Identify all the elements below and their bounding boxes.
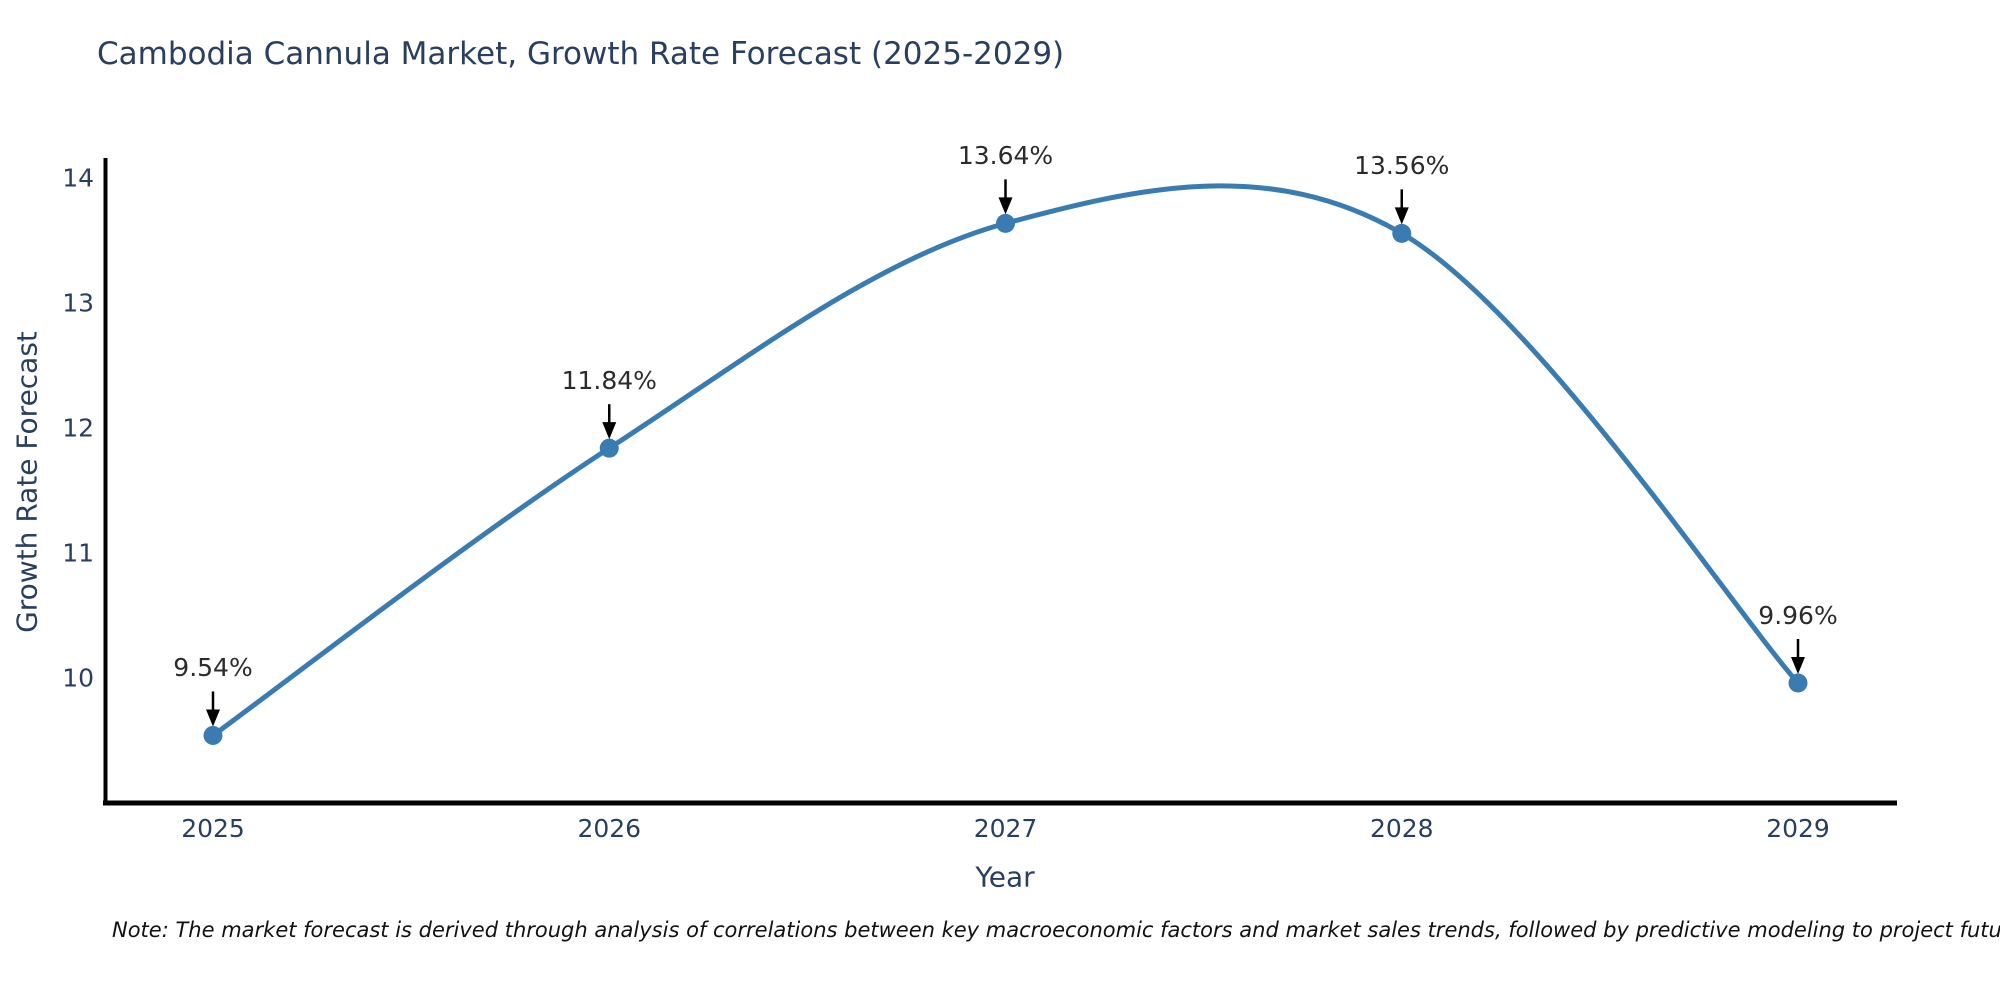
y-tick-label: 11 [62,538,94,568]
chart-title: Cambodia Cannula Market, Growth Rate For… [97,36,1065,72]
x-tick-label: 2026 [577,814,642,843]
annotation-arrowhead [1394,207,1409,225]
footnote: Note: The market forecast is derived thr… [112,918,2000,942]
annotation-label: 9.54% [173,653,253,683]
y-tick-label: 10 [62,663,94,693]
annotation-arrowhead [206,709,220,727]
x-tick-label: 2027 [973,814,1038,843]
annotation-arrowhead [602,422,617,440]
x-tick-label: 2028 [1369,814,1434,843]
x-axis-title: Year [975,860,1035,894]
forecast-line [210,183,1801,738]
y-tick-label: 14 [62,163,94,193]
y-tick-label: 13 [62,288,94,318]
x-tick-label: 2029 [1766,814,1830,843]
annotation-label: 9.96% [1758,600,1838,630]
data-point-marker[interactable] [1392,223,1412,243]
data-point-marker[interactable] [203,725,223,745]
annotation-label: 13.56% [1354,151,1450,181]
annotation-label: 13.64% [957,141,1054,171]
x-tick-label: 2025 [181,814,245,843]
annotation-label: 11.84% [561,366,657,396]
data-point-marker[interactable] [1788,673,1808,693]
data-point-marker[interactable] [996,213,1015,233]
annotation-arrowhead [998,197,1013,215]
data-point-marker[interactable] [599,438,619,458]
y-tick-label: 12 [62,413,94,443]
annotation-arrowhead [1791,656,1805,674]
